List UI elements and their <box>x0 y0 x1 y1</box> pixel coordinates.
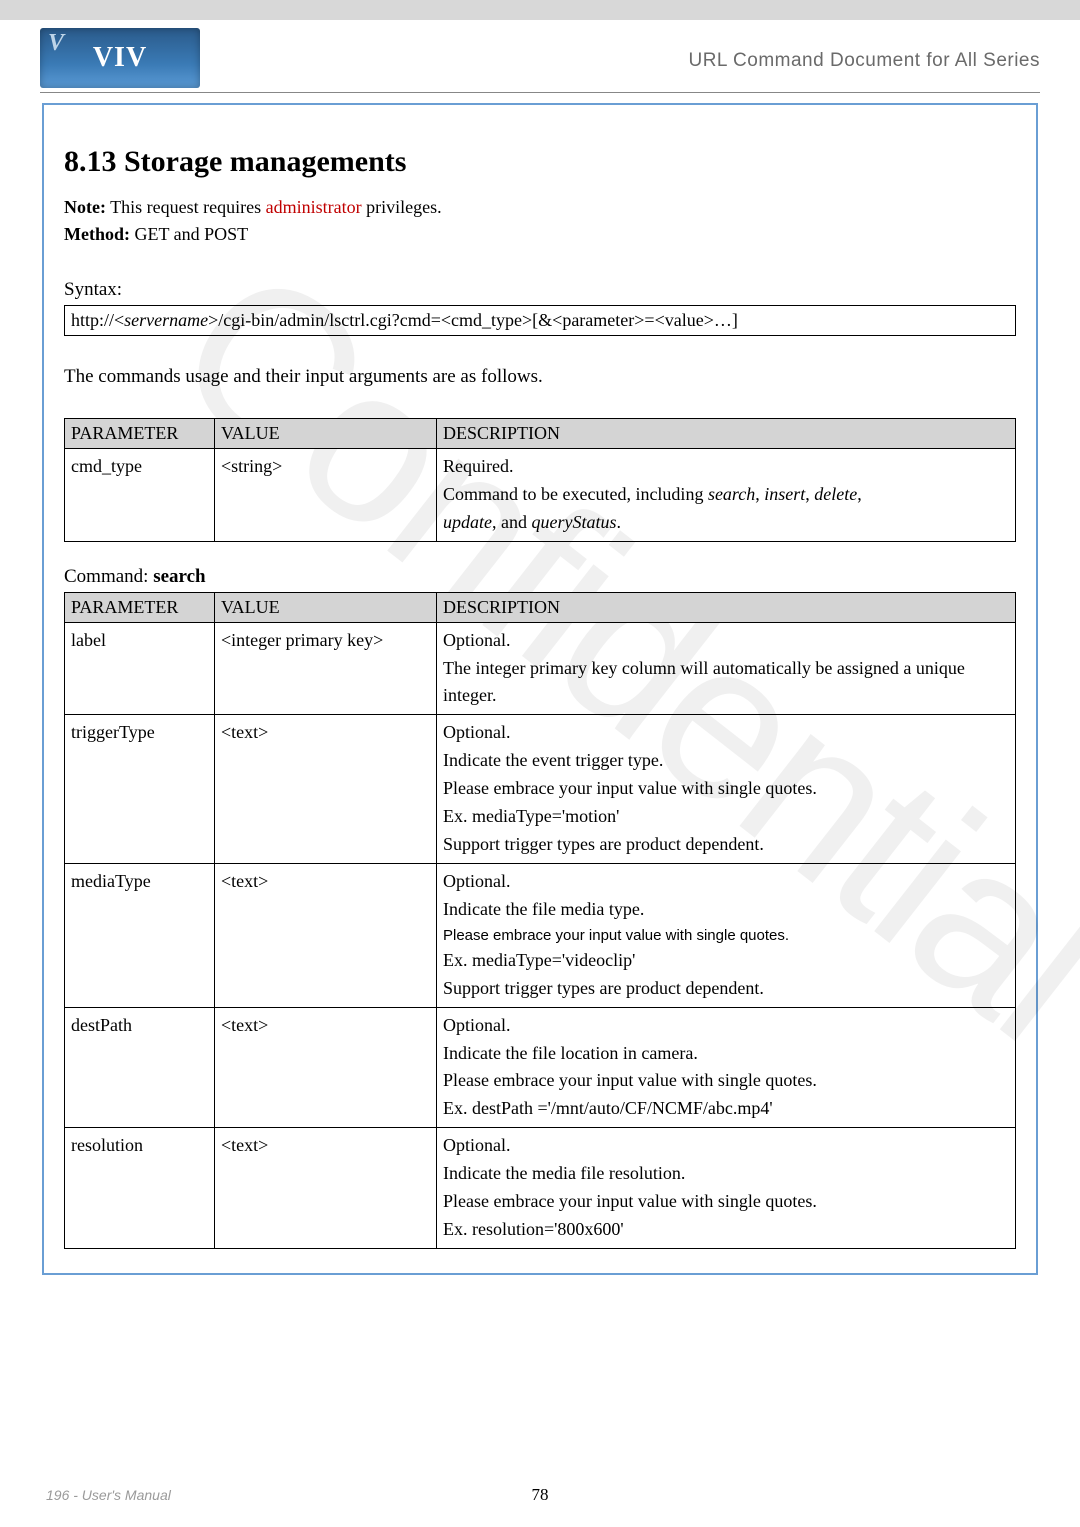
content-inner: 8.13 Storage managements Note: This requ… <box>64 145 1016 1249</box>
cell-param: label <box>65 622 215 715</box>
cell-value: <text> <box>215 1007 437 1128</box>
desc-line: Ex. mediaType='videoclip' <box>443 947 1009 975</box>
command-label: Command: search <box>64 566 1016 588</box>
col-header-description: DESCRIPTION <box>437 419 1016 449</box>
page-footer: 196 - User's Manual 78 <box>0 1487 1080 1503</box>
desc-line: Please embrace your input value with sin… <box>443 924 1009 947</box>
desc-line: Optional. <box>443 1132 1009 1160</box>
cell-desc: Optional.Indicate the file location in c… <box>437 1007 1016 1128</box>
desc-line: Optional. <box>443 719 1009 747</box>
syntax-suffix: >/cgi-bin/admin/lsctrl.cgi?cmd=<cmd_type… <box>208 310 738 330</box>
col-header-description: DESCRIPTION <box>437 592 1016 622</box>
table-header-row: PARAMETER VALUE DESCRIPTION <box>65 419 1016 449</box>
syntax-box: http://<servername>/cgi-bin/admin/lsctrl… <box>64 305 1016 336</box>
desc-line: Indicate the file location in camera. <box>443 1040 1009 1068</box>
note-text-before: This request requires <box>106 197 266 217</box>
cell-desc: Optional.Indicate the event trigger type… <box>437 715 1016 863</box>
syntax-label: Syntax: <box>64 279 1016 301</box>
syntax-servername: servername <box>124 310 208 330</box>
cell-value: <text> <box>215 715 437 863</box>
desc-line: Indicate the media file resolution. <box>443 1160 1009 1188</box>
desc-line: Indicate the event trigger type. <box>443 747 1009 775</box>
cell-desc: Optional.The integer primary key column … <box>437 622 1016 715</box>
parameter-table-cmd: PARAMETER VALUE DESCRIPTION cmd_type <st… <box>64 418 1016 542</box>
desc-line: Ex. mediaType='motion' <box>443 803 1009 831</box>
cell-desc: Optional.Indicate the media file resolut… <box>437 1128 1016 1249</box>
top-strip <box>0 0 1080 20</box>
cell-value: <string> <box>215 449 437 542</box>
cell-param: resolution <box>65 1128 215 1249</box>
desc-line: Optional. <box>443 627 1009 655</box>
desc-line: Please embrace your input value with sin… <box>443 1188 1009 1216</box>
desc-line: The integer primary key column will auto… <box>443 655 1009 711</box>
note-label: Note: <box>64 197 106 217</box>
note-privilege: administrator <box>266 197 362 217</box>
col-header-parameter: PARAMETER <box>65 419 215 449</box>
desc-line: Optional. <box>443 1012 1009 1040</box>
note-line: Note: This request requires administrato… <box>64 197 1016 218</box>
cmd-name: update <box>443 512 492 532</box>
cmd-name: queryStatus <box>532 512 617 532</box>
cell-param: triggerType <box>65 715 215 863</box>
col-header-parameter: PARAMETER <box>65 592 215 622</box>
method-line: Method: GET and POST <box>64 224 1016 245</box>
document-title: URL Command Document for All Series <box>688 50 1040 72</box>
parameter-table-search: PARAMETER VALUE DESCRIPTION label<intege… <box>64 592 1016 1249</box>
cell-desc: Optional.Indicate the file media type.Pl… <box>437 863 1016 1007</box>
page-header: VIV URL Command Document for All Series <box>0 20 1080 88</box>
cell-param: cmd_type <box>65 449 215 542</box>
table-row: cmd_type <string> Required. Command to b… <box>65 449 1016 542</box>
desc-line: Command to be executed, including <box>443 484 708 504</box>
table-header-row: PARAMETER VALUE DESCRIPTION <box>65 592 1016 622</box>
desc-line: Please embrace your input value with sin… <box>443 775 1009 803</box>
desc-line: Ex. destPath ='/mnt/auto/CF/NCMF/abc.mp4… <box>443 1095 1009 1123</box>
document-page: VIV URL Command Document for All Series … <box>0 0 1080 1527</box>
table-row: destPath<text>Optional.Indicate the file… <box>65 1007 1016 1128</box>
table-row: triggerType<text>Optional.Indicate the e… <box>65 715 1016 863</box>
cmd-name: insert <box>764 484 805 504</box>
cell-param: destPath <box>65 1007 215 1128</box>
method-label: Method: <box>64 224 130 244</box>
content-frame: Confidential 8.13 Storage managements No… <box>42 103 1038 1275</box>
col-header-value: VALUE <box>215 592 437 622</box>
header-divider <box>40 92 1040 93</box>
syntax-prefix: http://< <box>71 310 124 330</box>
desc-line: Support trigger types are product depend… <box>443 831 1009 859</box>
desc-line: Indicate the file media type. <box>443 896 1009 924</box>
footer-page-number: 78 <box>532 1485 549 1505</box>
table-row: mediaType<text>Optional.Indicate the fil… <box>65 863 1016 1007</box>
note-text-after: privileges. <box>362 197 442 217</box>
desc-line: Required. <box>443 456 513 476</box>
intro-text: The commands usage and their input argum… <box>64 366 1016 388</box>
table-row: label<integer primary key>Optional.The i… <box>65 622 1016 715</box>
cmd-name: search <box>708 484 755 504</box>
cell-desc: Required. Command to be executed, includ… <box>437 449 1016 542</box>
cell-value: <text> <box>215 1128 437 1249</box>
cell-value: <text> <box>215 863 437 1007</box>
desc-line: Please embrace your input value with sin… <box>443 1067 1009 1095</box>
section-heading: 8.13 Storage managements <box>64 145 1016 179</box>
desc-line: Ex. resolution='800x600' <box>443 1216 1009 1244</box>
col-header-value: VALUE <box>215 419 437 449</box>
desc-line: Support trigger types are product depend… <box>443 975 1009 1003</box>
table-row: resolution<text>Optional.Indicate the me… <box>65 1128 1016 1249</box>
command-name: search <box>153 566 205 587</box>
logo-text: VIV <box>93 42 147 74</box>
desc-line: Optional. <box>443 868 1009 896</box>
cmd-name: delete <box>814 484 857 504</box>
cell-param: mediaType <box>65 863 215 1007</box>
method-text: GET and POST <box>130 224 248 244</box>
command-prefix: Command: <box>64 566 153 587</box>
footer-left: 196 - User's Manual <box>46 1487 171 1503</box>
brand-logo: VIV <box>40 28 200 88</box>
cell-value: <integer primary key> <box>215 622 437 715</box>
